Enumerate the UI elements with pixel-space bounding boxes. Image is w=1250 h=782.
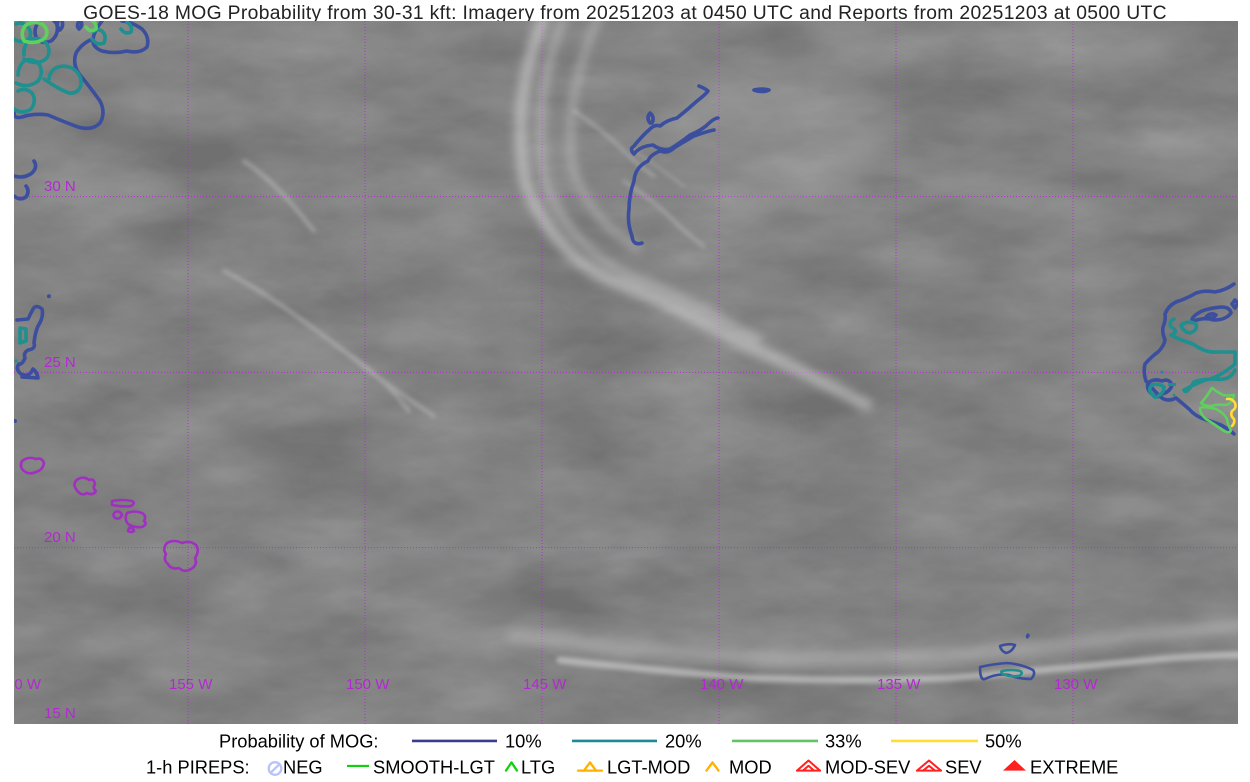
svg-text:10%: 10% bbox=[505, 731, 542, 752]
svg-text:150 W: 150 W bbox=[346, 676, 390, 693]
svg-text:155 W: 155 W bbox=[169, 676, 213, 693]
svg-text:LTG: LTG bbox=[521, 756, 555, 777]
svg-text:25 N: 25 N bbox=[44, 354, 76, 371]
svg-text:50%: 50% bbox=[985, 731, 1022, 752]
svg-text:15 N: 15 N bbox=[44, 705, 76, 722]
svg-text:60 W: 60 W bbox=[14, 676, 42, 693]
svg-text:LGT-MOD: LGT-MOD bbox=[607, 756, 690, 777]
svg-text:20 N: 20 N bbox=[44, 529, 76, 546]
svg-text:140 W: 140 W bbox=[700, 676, 744, 693]
svg-text:MOD-SEV: MOD-SEV bbox=[825, 756, 911, 777]
svg-text:EXTREME: EXTREME bbox=[1030, 756, 1118, 777]
svg-text:30 N: 30 N bbox=[44, 178, 76, 195]
svg-text:SMOOTH-LGT: SMOOTH-LGT bbox=[373, 756, 495, 777]
svg-text:130 W: 130 W bbox=[1054, 676, 1098, 693]
svg-text:135 W: 135 W bbox=[877, 676, 921, 693]
svg-text:1-h PIREPS:: 1-h PIREPS: bbox=[146, 756, 250, 777]
svg-text:NEG: NEG bbox=[283, 756, 323, 777]
svg-text:Probability of MOG:: Probability of MOG: bbox=[219, 731, 379, 752]
svg-text:145 W: 145 W bbox=[523, 676, 567, 693]
svg-text:20%: 20% bbox=[665, 731, 702, 752]
svg-text:SEV: SEV bbox=[945, 756, 982, 777]
svg-text:MOD: MOD bbox=[729, 756, 772, 777]
svg-text:33%: 33% bbox=[825, 731, 862, 752]
